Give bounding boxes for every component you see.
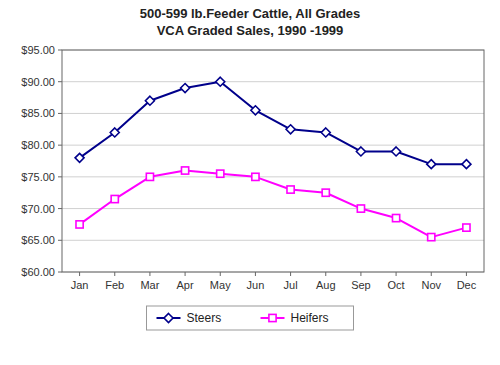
- x-tick: [220, 272, 221, 276]
- chart: 500-599 lb.Feeder Cattle, All Grades VCA …: [0, 0, 500, 365]
- x-tick-label: Sep: [351, 279, 371, 291]
- y-tick: [58, 50, 62, 51]
- x-tick: [79, 272, 80, 276]
- plot-area: [62, 50, 484, 272]
- x-tick-label: Mar: [140, 279, 159, 291]
- grid-line: [62, 240, 484, 241]
- point: [110, 128, 119, 137]
- series-line: [80, 171, 467, 238]
- x-tick-label: Aug: [316, 279, 336, 291]
- point: [146, 173, 153, 180]
- legend-marker: [164, 314, 173, 323]
- y-tick: [58, 176, 62, 177]
- x-tick: [290, 272, 291, 276]
- point: [321, 128, 330, 137]
- legend-marker: [269, 314, 276, 321]
- legend: Steers Heifers: [147, 306, 354, 330]
- point: [462, 160, 471, 169]
- point: [181, 167, 188, 174]
- x-tick: [114, 272, 115, 276]
- x-tick: [255, 272, 256, 276]
- y-tick-label: $65.00: [21, 234, 55, 246]
- y-tick-label: $85.00: [21, 107, 55, 119]
- grid-line: [62, 145, 484, 146]
- x-tick: [325, 272, 326, 276]
- legend-label: Heifers: [291, 311, 329, 325]
- y-tick-label: $90.00: [21, 76, 55, 88]
- y-tick: [58, 113, 62, 114]
- series-line: [80, 82, 467, 164]
- x-tick-label: Jul: [284, 279, 298, 291]
- point: [75, 153, 84, 162]
- y-tick: [58, 240, 62, 241]
- y-tick: [58, 208, 62, 209]
- subtitle: VCA Graded Sales, 1990 -1999: [157, 23, 344, 38]
- point: [111, 195, 118, 202]
- x-tick-label: Apr: [177, 279, 194, 291]
- point: [392, 214, 399, 221]
- x-tick: [149, 272, 150, 276]
- point: [181, 84, 190, 93]
- plot-frame: [62, 50, 484, 272]
- x-tick-label: Dec: [457, 279, 477, 291]
- x-tick: [185, 272, 186, 276]
- point: [145, 96, 154, 105]
- point: [322, 189, 329, 196]
- x-tick-label: Feb: [105, 279, 124, 291]
- title: 500-599 lb.Feeder Cattle, All Grades: [140, 6, 361, 21]
- legend-frame: [147, 306, 354, 330]
- y-tick-label: $95.00: [21, 44, 55, 56]
- y-tick: [58, 81, 62, 82]
- x-tick-label: Jan: [71, 279, 89, 291]
- point: [76, 221, 83, 228]
- grid-line: [62, 176, 484, 177]
- x-tick-label: Jun: [247, 279, 265, 291]
- x-tick-label: May: [210, 279, 231, 291]
- background: [0, 0, 500, 365]
- point: [287, 186, 294, 193]
- y-tick-label: $80.00: [21, 139, 55, 151]
- point: [251, 106, 260, 115]
- y-tick-label: $75.00: [21, 171, 55, 183]
- grid-line: [62, 208, 484, 209]
- y-tick: [58, 272, 62, 273]
- point: [217, 170, 224, 177]
- x-tick: [360, 272, 361, 276]
- x-tick: [466, 272, 467, 276]
- point: [357, 205, 364, 212]
- point: [356, 147, 365, 156]
- y-tick-label: $70.00: [21, 203, 55, 215]
- series-group: [75, 77, 471, 241]
- point: [216, 77, 225, 86]
- point: [392, 147, 401, 156]
- y-tick-label: $60.00: [21, 266, 55, 278]
- point: [286, 125, 295, 134]
- grid-line: [62, 113, 484, 114]
- x-tick: [396, 272, 397, 276]
- legend-label: Steers: [187, 311, 222, 325]
- x-tick: [431, 272, 432, 276]
- y-tick: [58, 145, 62, 146]
- grid-line: [62, 81, 484, 82]
- x-tick-label: Oct: [388, 279, 405, 291]
- x-tick-label: Nov: [421, 279, 441, 291]
- point: [427, 160, 436, 169]
- point: [252, 173, 259, 180]
- point: [428, 234, 435, 241]
- point: [463, 224, 470, 231]
